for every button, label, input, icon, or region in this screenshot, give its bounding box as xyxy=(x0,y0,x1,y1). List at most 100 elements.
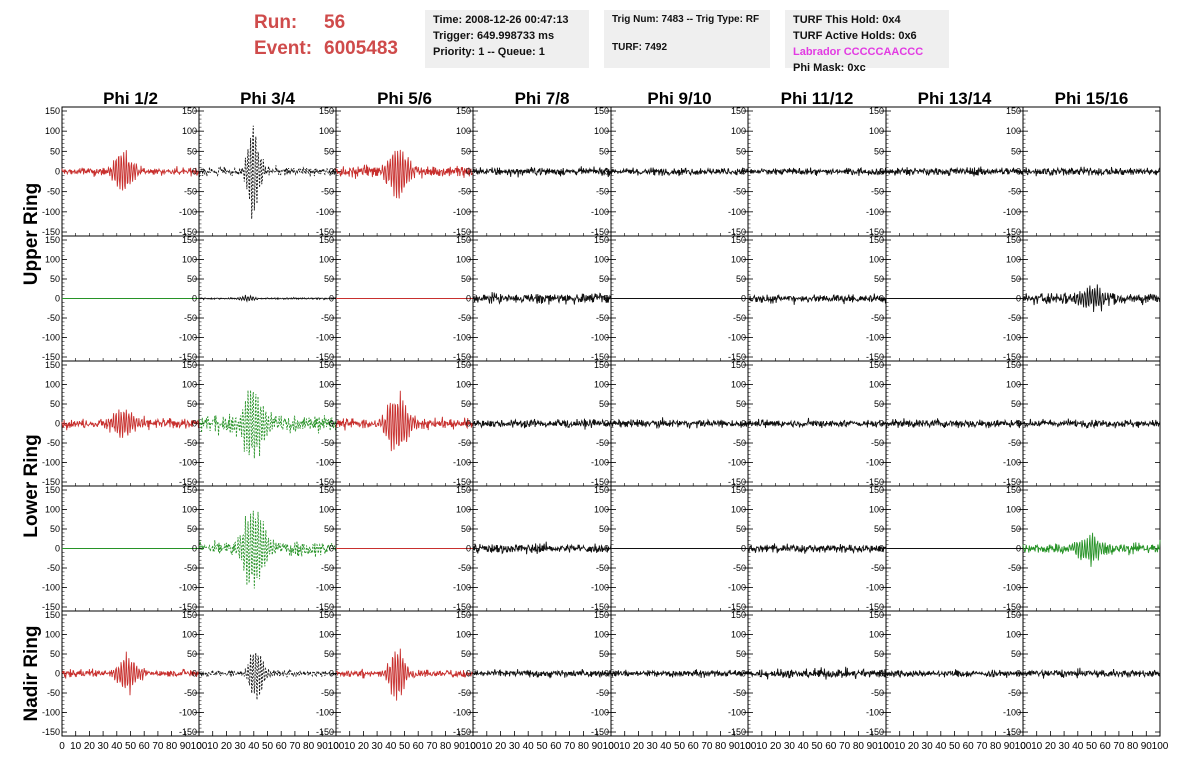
x-tick-label: 20 xyxy=(770,741,782,752)
y-tick-label: -150 xyxy=(728,727,746,737)
y-tick-label: 150 xyxy=(869,360,884,370)
event-value: 6005483 xyxy=(324,38,398,59)
y-tick-label: 150 xyxy=(456,360,471,370)
x-tick-label: 80 xyxy=(166,741,178,752)
y-tick-label: -50 xyxy=(871,438,884,448)
waveform-trace xyxy=(61,409,200,438)
y-tick-label: 0 xyxy=(192,544,197,554)
x-tick-label: 100 xyxy=(191,741,208,752)
x-tick-label: 20 xyxy=(495,741,507,752)
y-tick-label: -150 xyxy=(179,227,197,237)
y-tick-label: 50 xyxy=(599,274,609,284)
y-tick-label: -100 xyxy=(179,583,197,593)
y-tick-label: 50 xyxy=(874,649,884,659)
y-tick-label: -150 xyxy=(728,477,746,487)
y-tick-label: 50 xyxy=(324,146,334,156)
waveform-trace xyxy=(335,390,474,452)
y-tick-label: 100 xyxy=(594,255,609,265)
x-tick-label: 0 xyxy=(333,741,339,752)
x-tick-label: 0 xyxy=(59,741,65,752)
y-tick-label: 50 xyxy=(1011,274,1021,284)
y-tick-label: -100 xyxy=(316,333,334,343)
y-tick-label: 150 xyxy=(869,485,884,495)
y-tick-label: -100 xyxy=(1003,583,1021,593)
y-tick-label: -150 xyxy=(1003,727,1021,737)
y-tick-label: -100 xyxy=(866,458,884,468)
y-tick-label: -50 xyxy=(1008,688,1021,698)
y-tick-label: 150 xyxy=(45,235,60,245)
x-tick-label: 60 xyxy=(550,741,562,752)
y-tick-label: 150 xyxy=(45,485,60,495)
waveform-trace xyxy=(336,648,474,701)
y-tick-label: 150 xyxy=(456,106,471,116)
y-tick-label: -150 xyxy=(866,477,884,487)
priority-text: Priority: 1 -- Queue: 1 xyxy=(433,46,545,58)
y-tick-label: -50 xyxy=(321,187,334,197)
y-tick-label: -100 xyxy=(453,583,471,593)
waveform-trace xyxy=(472,292,612,305)
y-tick-label: -50 xyxy=(47,438,60,448)
waveform-trace xyxy=(472,166,612,178)
y-tick-label: 150 xyxy=(1006,360,1021,370)
y-tick-label: -150 xyxy=(728,227,746,237)
x-tick-label: 20 xyxy=(908,741,920,752)
y-tick-label: -150 xyxy=(453,352,471,362)
y-tick-label: 150 xyxy=(45,360,60,370)
x-tick-label: 60 xyxy=(825,741,837,752)
y-tick-label: -50 xyxy=(1008,563,1021,573)
waveform-trace xyxy=(1022,166,1161,177)
x-tick-label: 60 xyxy=(1100,741,1112,752)
y-tick-label: -150 xyxy=(179,727,197,737)
y-tick-label: 50 xyxy=(461,524,471,534)
x-tick-label: 80 xyxy=(715,741,727,752)
y-tick-label: -150 xyxy=(1003,352,1021,362)
y-tick-label: 0 xyxy=(604,544,609,554)
x-tick-label: 40 xyxy=(523,741,535,752)
y-tick-label: -100 xyxy=(453,207,471,217)
y-tick-label: -100 xyxy=(866,333,884,343)
y-tick-label: 50 xyxy=(1011,649,1021,659)
x-tick-label: 40 xyxy=(798,741,810,752)
y-tick-label: 150 xyxy=(594,235,609,245)
y-tick-label: 150 xyxy=(1006,235,1021,245)
y-tick-label: -100 xyxy=(728,333,746,343)
y-tick-label: -100 xyxy=(728,458,746,468)
waveform-trace xyxy=(198,653,337,700)
y-tick-label: 150 xyxy=(731,485,746,495)
y-tick-label: -150 xyxy=(316,727,334,737)
x-tick-label: 50 xyxy=(262,741,274,752)
y-tick-label: 50 xyxy=(50,649,60,659)
column-title: Phi 1/2 xyxy=(103,89,158,108)
y-tick-label: 150 xyxy=(594,106,609,116)
trig-num-text: Trig Num: 7483 -- Trig Type: RF xyxy=(612,14,760,25)
y-tick-label: -150 xyxy=(1003,477,1021,487)
y-tick-label: 50 xyxy=(324,649,334,659)
y-tick-label: 0 xyxy=(466,167,471,177)
y-tick-label: -100 xyxy=(728,583,746,593)
y-tick-label: 100 xyxy=(182,630,197,640)
y-tick-label: 50 xyxy=(736,524,746,534)
y-tick-label: 100 xyxy=(319,126,334,136)
y-tick-label: 0 xyxy=(604,167,609,177)
x-tick-label: 40 xyxy=(660,741,672,752)
y-tick-label: 150 xyxy=(456,610,471,620)
x-tick-label: 80 xyxy=(1127,741,1139,752)
x-tick-label: 30 xyxy=(98,741,110,752)
x-tick-label: 20 xyxy=(633,741,645,752)
y-tick-label: 0 xyxy=(604,294,609,304)
y-tick-label: 100 xyxy=(182,255,197,265)
y-tick-label: -100 xyxy=(866,583,884,593)
trigger-info-box: Trig Num: 7483 -- Trig Type: RF TURF: 74… xyxy=(604,10,770,68)
y-tick-label: 150 xyxy=(869,610,884,620)
y-tick-label: -150 xyxy=(453,727,471,737)
column-title: Phi 13/14 xyxy=(918,89,992,108)
y-tick-label: -50 xyxy=(47,563,60,573)
y-tick-label: 50 xyxy=(324,274,334,284)
ring-label: Upper Ring xyxy=(21,183,42,285)
y-tick-label: 50 xyxy=(461,274,471,284)
waveform-trace xyxy=(747,543,887,555)
y-tick-label: -100 xyxy=(179,333,197,343)
x-tick-label: 80 xyxy=(303,741,315,752)
y-tick-label: 50 xyxy=(324,399,334,409)
y-tick-label: -50 xyxy=(458,563,471,573)
